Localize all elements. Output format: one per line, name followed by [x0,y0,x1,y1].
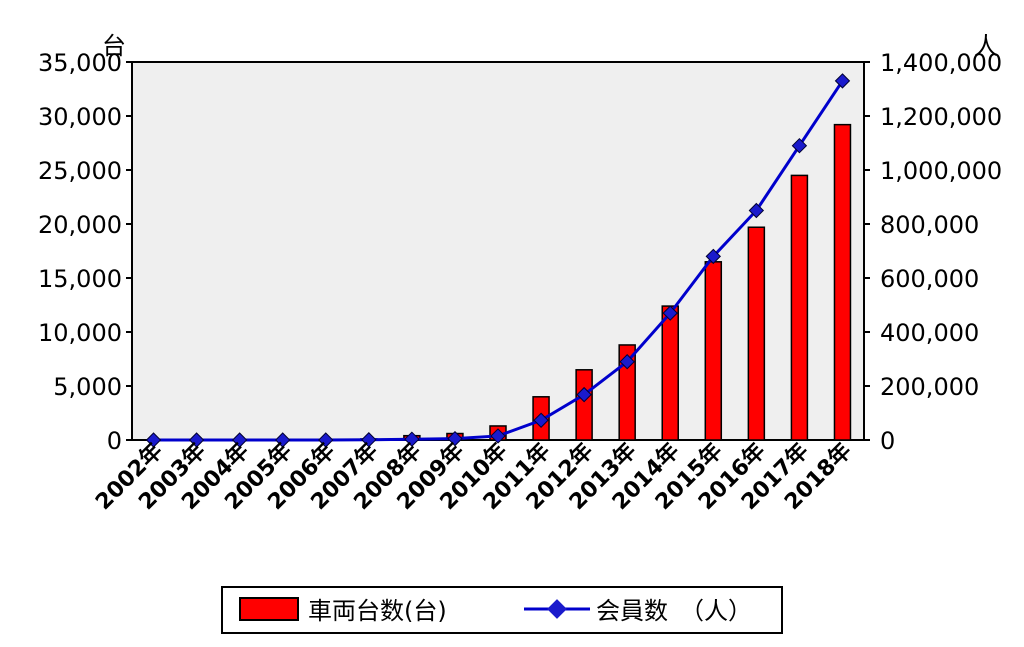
bar [833,123,852,441]
right-axis-unit: 人 [974,32,998,60]
legend-label-line: 会員数 （人） [596,597,752,625]
tick-label: 200,000 [880,373,979,401]
point-marker [705,248,722,265]
tick-label: 1,200,000 [880,103,1002,131]
point-marker [791,137,808,154]
plot-area [131,61,865,441]
line-series [145,73,851,448]
right-axis: 0 200,000 400,000 600,000 800,000 1,000,000 1,… [864,49,1002,455]
tick-label: 35,000 [38,49,122,77]
bar [747,226,766,441]
legend: 車両台数(台) 会員数 （人） [221,586,783,634]
tick-label: 20,000 [38,211,122,239]
point-marker [318,432,334,448]
bar [575,369,593,441]
x-axis: 2002年2003年2004年2005年2006年2007年2008年2009年… [91,438,857,515]
bar [661,305,679,441]
tick-label: 1,400,000 [880,49,1002,77]
point-marker [490,428,506,444]
tick-label: 400,000 [880,319,979,347]
tick-label: 25,000 [38,157,122,185]
tick-label: 0 [880,427,895,455]
legend-label-bar: 車両台数(台) [308,597,447,625]
point-marker [447,430,463,447]
point-marker [662,305,678,321]
point-marker [834,73,851,89]
tick-label: 30,000 [38,103,122,131]
tick-label: 0 [107,427,122,455]
bar [790,174,809,441]
tick-label: 1,000,000 [880,157,1002,185]
point-marker [274,432,291,448]
point-marker [145,432,162,448]
point-marker [748,202,765,219]
legend-swatch-marker [547,599,567,619]
point-marker [231,432,248,448]
legend-swatch-bar [239,597,299,621]
bar [704,261,723,441]
tick-label: 15,000 [38,265,122,293]
tick-label: 10,000 [38,319,122,347]
tick-label: 800,000 [880,211,979,239]
point-marker [361,432,377,448]
left-axis-unit: 台 [102,32,126,60]
tick-label: 600,000 [880,265,979,293]
bar [618,344,636,441]
point-marker [188,432,205,448]
left-axis: 0 5,000 10,000 15,000 20,000 25,000 30,000 35,0… [38,49,132,455]
tick-label: 5,000 [53,373,122,401]
point-marker [576,386,592,403]
legend-box [221,586,783,634]
point-marker [619,353,635,370]
point-marker [404,431,420,447]
point-marker [533,412,549,428]
